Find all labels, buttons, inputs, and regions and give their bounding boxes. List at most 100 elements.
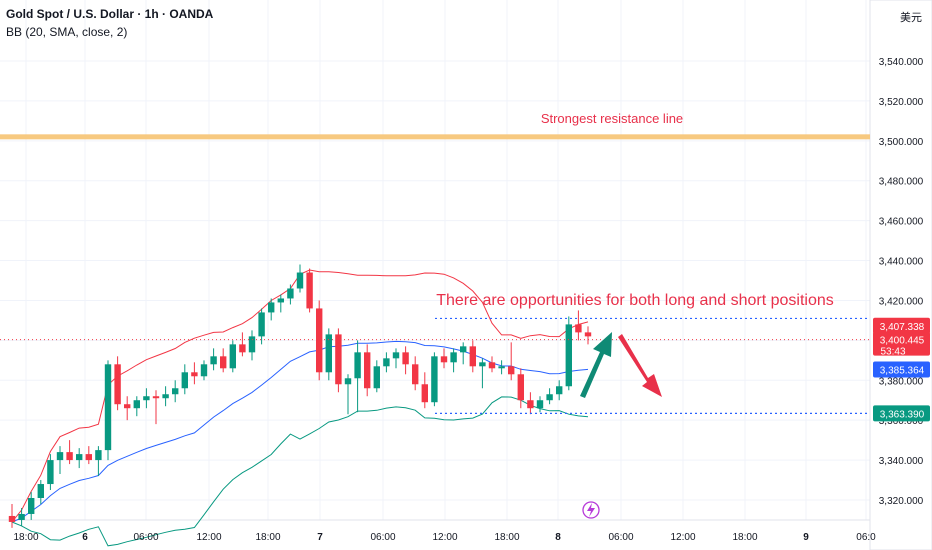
lightning-icon-glyph <box>587 503 595 517</box>
candle <box>152 396 160 399</box>
bb-lower-band <box>11 396 589 547</box>
x-tick-label: 12:00 <box>196 532 221 543</box>
sma-price-tag-text: 3,385.364 <box>880 365 925 376</box>
y-tick-label: 3,420.000 <box>879 296 924 307</box>
candle <box>229 344 236 369</box>
candle <box>316 308 323 373</box>
indicator-label[interactable]: BB (20, SMA, close, 2) <box>6 25 128 39</box>
candle <box>104 364 112 451</box>
candle <box>56 452 64 461</box>
candle <box>575 324 582 333</box>
resistance-annotation: Strongest resistance line <box>541 111 683 126</box>
candle <box>8 515 16 522</box>
lower-band-price-tag <box>873 405 930 422</box>
x-tick-label: 06:00 <box>133 532 158 543</box>
candle <box>239 344 246 353</box>
candle <box>488 362 496 369</box>
last-price-tag <box>873 317 930 334</box>
candle <box>450 352 457 363</box>
lower-band-price-tag-text: 3,363.390 <box>880 409 925 420</box>
candle <box>114 364 121 405</box>
candle <box>181 372 188 389</box>
countdown-text: 53:43 <box>880 347 905 358</box>
candle <box>364 352 371 389</box>
current-price-tag <box>873 331 930 356</box>
candle <box>37 484 44 499</box>
candle <box>95 450 102 461</box>
chart-title: Gold Spot / U.S. Dollar · 1h · OANDA <box>6 7 214 21</box>
candle <box>66 452 73 461</box>
candle <box>527 400 534 409</box>
last-price-tag-text: 3,407.338 <box>880 322 925 333</box>
candle <box>344 378 352 385</box>
x-tick-label: 06:00 <box>608 532 633 543</box>
x-tick-label: 06:00 <box>370 532 395 543</box>
candle <box>383 358 390 367</box>
candle <box>133 400 140 409</box>
sma-price-tag <box>873 361 930 378</box>
x-tick-label: 12:00 <box>432 532 457 543</box>
candle <box>325 334 332 373</box>
x-tick-label: 18:00 <box>494 532 519 543</box>
candle <box>220 356 227 369</box>
down-arrow <box>618 334 662 397</box>
candle <box>508 366 515 375</box>
candle <box>191 372 198 377</box>
candle <box>354 352 361 379</box>
candle <box>440 356 448 363</box>
y-tick-label: 3,460.000 <box>879 217 924 228</box>
candle <box>402 352 409 365</box>
candle <box>431 356 438 403</box>
candle <box>124 404 131 409</box>
candle <box>277 298 284 303</box>
x-tick-label: 9 <box>803 532 809 543</box>
y-tick-label: 3,340.000 <box>879 456 924 467</box>
candle <box>460 346 467 353</box>
y-tick-label: 3,320.000 <box>879 496 924 507</box>
y-tick-label: 3,520.000 <box>879 97 924 108</box>
candle <box>479 362 486 367</box>
x-tick-label: 18:00 <box>255 532 280 543</box>
x-tick-label: 12:00 <box>670 532 695 543</box>
candle <box>565 324 572 387</box>
x-tick-label: 7 <box>317 532 323 543</box>
y-tick-label: 3,380.000 <box>879 376 924 387</box>
price-axis <box>869 0 932 550</box>
candle <box>162 394 169 399</box>
candle <box>76 454 83 461</box>
candle <box>248 336 256 353</box>
candle <box>536 400 544 409</box>
x-tick-label: 18:00 <box>732 532 757 543</box>
x-tick-label: 6 <box>82 532 88 543</box>
candle <box>172 388 179 395</box>
candle <box>498 366 505 369</box>
candle <box>556 386 563 395</box>
current-price-tag-text: 3,400.445 <box>880 336 925 347</box>
x-tick-label: 18:00 <box>13 532 38 543</box>
candle <box>335 334 342 385</box>
candle <box>258 312 265 337</box>
candle <box>268 302 275 313</box>
y-tick-label: 3,540.000 <box>879 57 924 68</box>
opportunity-annotation: There are opportunities for both long an… <box>436 292 834 309</box>
x-tick-label: 06:0 <box>856 532 876 543</box>
y-tick-label: 3,480.000 <box>879 177 924 188</box>
candle <box>373 366 380 389</box>
candle <box>421 384 428 403</box>
candle <box>306 272 313 309</box>
candle <box>517 374 524 401</box>
y-tick-label: 3,500.000 <box>879 137 924 148</box>
y-tick-label: 3,440.000 <box>879 257 924 268</box>
x-tick-label: 8 <box>555 532 561 543</box>
currency-label[interactable]: 美元 <box>900 12 922 24</box>
candle <box>18 513 25 520</box>
candle <box>143 396 150 401</box>
candle <box>28 498 35 514</box>
candle <box>47 460 54 485</box>
candle <box>584 332 592 337</box>
candle <box>412 364 419 385</box>
candle <box>200 364 208 377</box>
candle <box>546 394 553 401</box>
up-arrow <box>580 332 612 398</box>
